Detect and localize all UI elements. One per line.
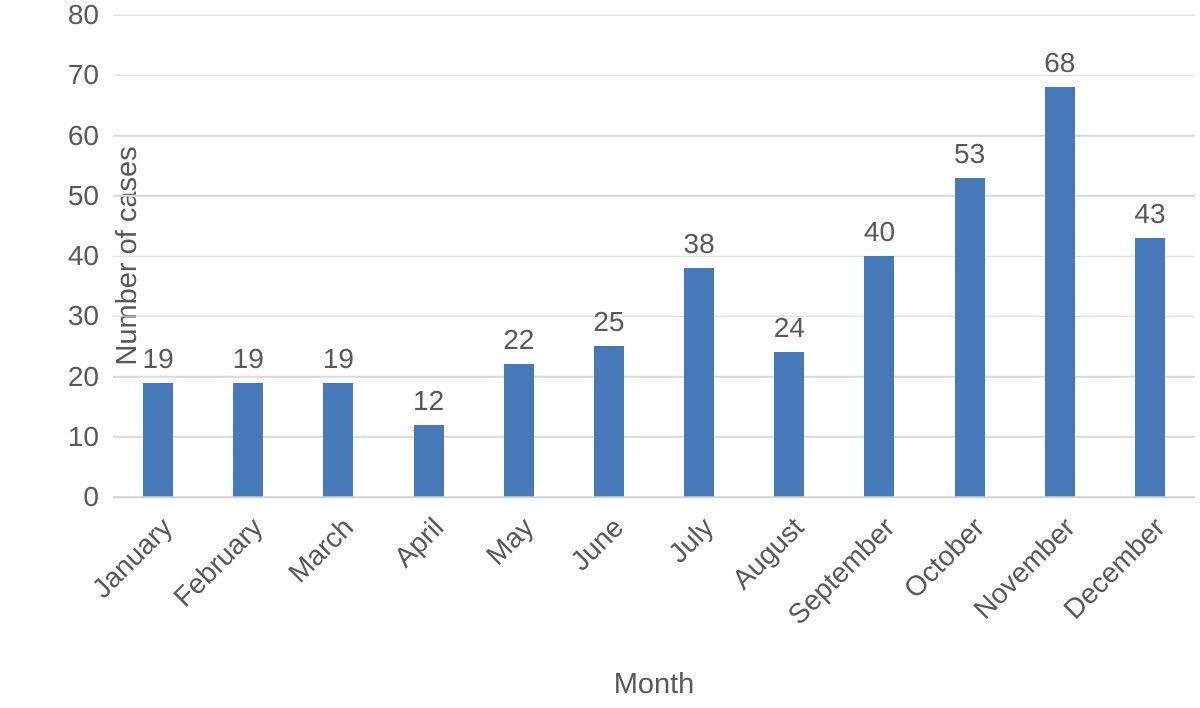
data-label-december: 43 — [1134, 197, 1166, 229]
data-label-june: 25 — [593, 306, 625, 338]
data-label-april: 12 — [413, 384, 445, 416]
bar-october — [954, 177, 985, 497]
bar-march — [323, 382, 354, 497]
bar-august — [774, 352, 805, 497]
bar-slot-november: 68 November — [967, 15, 1105, 625]
bar-december — [1134, 237, 1165, 497]
gridline — [113, 134, 1195, 137]
data-label-november: 68 — [1044, 47, 1076, 79]
bar-april — [413, 424, 444, 497]
x-tick-label-march: March — [282, 511, 359, 589]
x-tick-label-april: April — [387, 511, 450, 574]
data-label-january: 19 — [142, 342, 174, 374]
gridline — [113, 14, 1195, 16]
bar-slot-december: 43 December — [1057, 15, 1195, 624]
bar-slot-march: 19 March — [282, 15, 383, 588]
y-tick-label: 70 — [67, 59, 99, 91]
data-label-august: 24 — [773, 312, 805, 344]
bar-november — [1044, 87, 1075, 497]
y-tick-label: 40 — [67, 240, 99, 271]
x-tick-label-february: February — [167, 511, 269, 613]
y-tick-label: 0 — [83, 481, 99, 512]
bar-july — [684, 268, 715, 497]
bar-june — [593, 346, 624, 497]
y-tick-label: 60 — [67, 119, 99, 151]
y-tick-label: 80 — [67, 0, 99, 30]
data-label-july: 38 — [683, 228, 715, 260]
x-tick-label-june: June — [564, 511, 630, 577]
data-label-september: 40 — [863, 216, 896, 247]
bar-slot-august: 24 August — [726, 15, 834, 595]
x-tick-label-january: January — [86, 511, 179, 604]
bar-february — [233, 382, 264, 497]
x-tick-label-october: October — [897, 511, 991, 604]
gridline — [113, 195, 1195, 197]
x-tick-label-may: May — [479, 511, 540, 571]
data-label-october: 53 — [954, 137, 986, 169]
data-label-may: 22 — [503, 324, 535, 356]
bar-slot-july: 38 July — [654, 15, 744, 569]
bar-row: 19 January 19 February 19 March 12 April 22 May 25… — [86, 15, 1195, 631]
bar-slot-february: 19 February — [168, 15, 293, 613]
bar-slot-may: 22 May — [474, 15, 564, 571]
gridline — [113, 74, 1195, 76]
bar-slot-september: 40 September — [781, 15, 924, 631]
y-tick-label: 30 — [67, 300, 99, 332]
y-tick-label: 20 — [67, 360, 99, 392]
bar-slot-october: 53 October — [898, 15, 1015, 604]
x-axis-line — [113, 495, 1195, 499]
data-label-march: 19 — [322, 342, 354, 374]
bar-slot-april: 12 April — [384, 15, 474, 573]
data-label-february: 19 — [232, 342, 264, 374]
bar-september — [864, 256, 895, 497]
bar-may — [503, 364, 534, 497]
x-tick-label-july: July — [662, 511, 720, 569]
bar-slot-june: 25 June — [564, 15, 654, 577]
bar-slot-january: 19 January — [86, 15, 203, 604]
gridline — [113, 255, 1195, 257]
gridline — [113, 436, 1195, 438]
y-tick-label: 10 — [67, 420, 99, 452]
bar-january — [143, 382, 174, 497]
gridline — [113, 375, 1195, 378]
plot-area: 0 10 20 30 40 50 60 70 80 19 January 19 February 19 Ma… — [68, 1, 1195, 631]
x-axis-title: Month — [613, 668, 695, 700]
x-tick-label-august: August — [726, 511, 810, 596]
y-tick-label: 50 — [67, 179, 99, 211]
gridline — [113, 315, 1195, 317]
